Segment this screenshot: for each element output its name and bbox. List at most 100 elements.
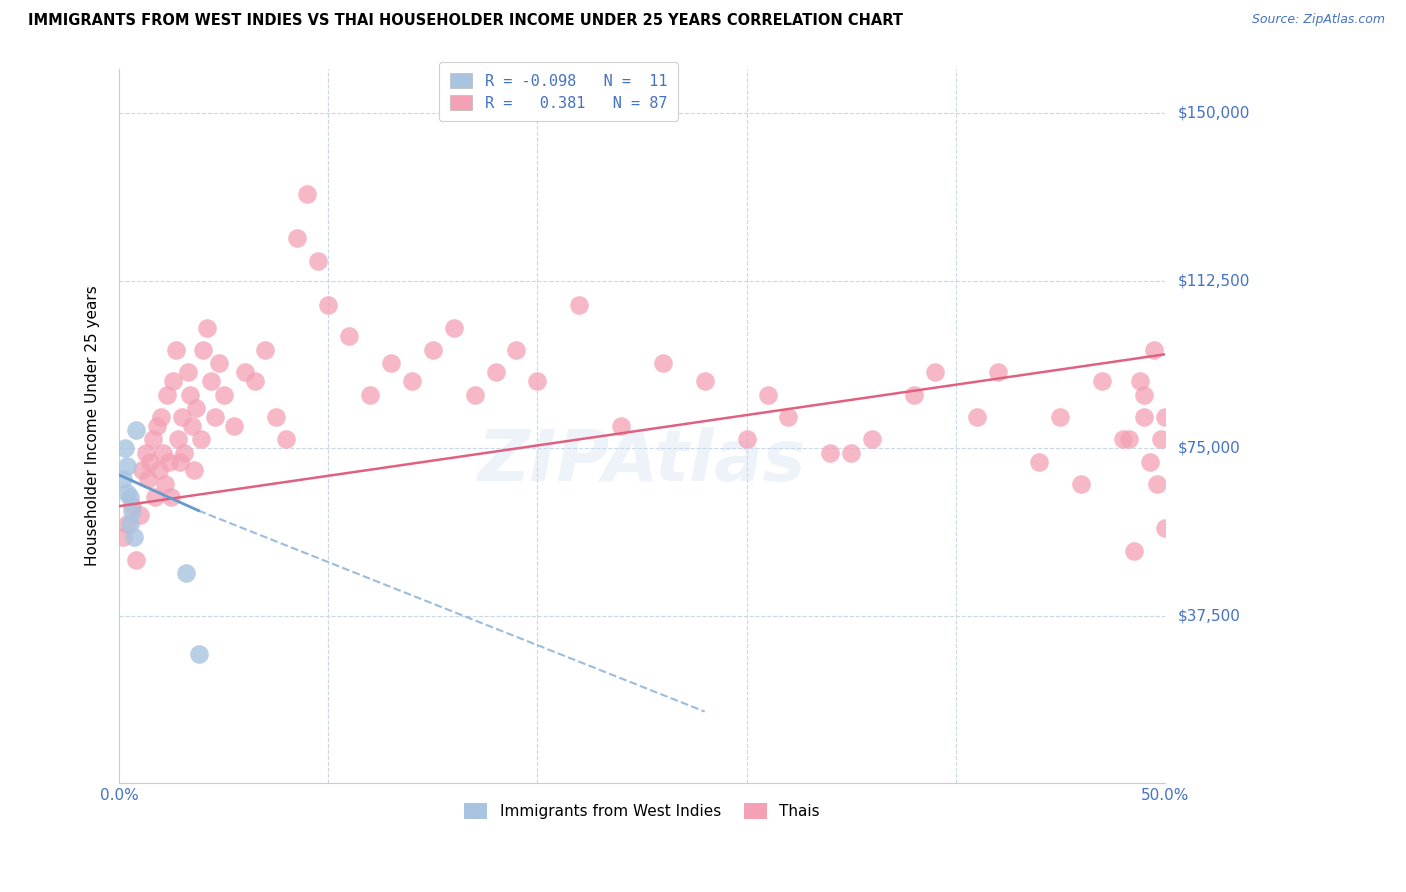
Point bbox=[139, 454, 162, 468]
Point bbox=[1091, 374, 1114, 388]
Point bbox=[173, 445, 195, 459]
Point bbox=[129, 508, 152, 522]
Point bbox=[183, 463, 205, 477]
Point bbox=[121, 503, 143, 517]
Point bbox=[1049, 409, 1071, 424]
Point bbox=[778, 409, 800, 424]
Point bbox=[443, 320, 465, 334]
Point bbox=[156, 387, 179, 401]
Point bbox=[212, 387, 235, 401]
Point bbox=[401, 374, 423, 388]
Point bbox=[297, 186, 319, 201]
Point bbox=[141, 432, 163, 446]
Point bbox=[243, 374, 266, 388]
Point bbox=[200, 374, 222, 388]
Point bbox=[118, 516, 141, 531]
Point bbox=[162, 374, 184, 388]
Point bbox=[610, 418, 633, 433]
Point bbox=[526, 374, 548, 388]
Point bbox=[222, 418, 245, 433]
Point bbox=[359, 387, 381, 401]
Point bbox=[121, 499, 143, 513]
Point bbox=[693, 374, 716, 388]
Point bbox=[651, 356, 673, 370]
Point bbox=[177, 365, 200, 379]
Point bbox=[860, 432, 883, 446]
Point bbox=[191, 343, 214, 357]
Point bbox=[114, 441, 136, 455]
Text: $37,500: $37,500 bbox=[1177, 608, 1240, 624]
Point bbox=[125, 423, 148, 437]
Legend: Immigrants from West Indies, Thais: Immigrants from West Indies, Thais bbox=[458, 797, 825, 825]
Point bbox=[179, 387, 201, 401]
Point bbox=[1122, 544, 1144, 558]
Point bbox=[169, 454, 191, 468]
Point bbox=[165, 343, 187, 357]
Point bbox=[735, 432, 758, 446]
Point bbox=[966, 409, 988, 424]
Point bbox=[756, 387, 779, 401]
Point bbox=[820, 445, 842, 459]
Point bbox=[464, 387, 486, 401]
Point bbox=[174, 566, 197, 581]
Text: ZIPAtlas: ZIPAtlas bbox=[478, 427, 806, 496]
Point bbox=[285, 231, 308, 245]
Point bbox=[160, 490, 183, 504]
Point bbox=[254, 343, 277, 357]
Point bbox=[122, 530, 145, 544]
Point bbox=[924, 365, 946, 379]
Point bbox=[170, 409, 193, 424]
Point bbox=[568, 298, 591, 312]
Point bbox=[145, 418, 167, 433]
Point bbox=[1150, 432, 1173, 446]
Point bbox=[143, 490, 166, 504]
Point bbox=[117, 516, 139, 531]
Point bbox=[117, 458, 139, 473]
Point bbox=[125, 553, 148, 567]
Point bbox=[422, 343, 444, 357]
Text: IMMIGRANTS FROM WEST INDIES VS THAI HOUSEHOLDER INCOME UNDER 25 YEARS CORRELATIO: IMMIGRANTS FROM WEST INDIES VS THAI HOUS… bbox=[28, 13, 903, 29]
Point bbox=[505, 343, 527, 357]
Point bbox=[380, 356, 402, 370]
Point bbox=[839, 445, 862, 459]
Point bbox=[307, 253, 329, 268]
Point bbox=[149, 409, 172, 424]
Point bbox=[1112, 432, 1135, 446]
Y-axis label: Householder Income Under 25 years: Householder Income Under 25 years bbox=[86, 285, 100, 566]
Point bbox=[138, 472, 160, 486]
Point bbox=[135, 445, 157, 459]
Point bbox=[118, 490, 141, 504]
Point bbox=[264, 409, 287, 424]
Point bbox=[157, 454, 180, 468]
Point bbox=[166, 432, 188, 446]
Text: $150,000: $150,000 bbox=[1177, 105, 1250, 120]
Point bbox=[1070, 476, 1092, 491]
Point bbox=[186, 401, 208, 415]
Point bbox=[117, 485, 139, 500]
Point bbox=[276, 432, 298, 446]
Point bbox=[187, 647, 209, 661]
Point bbox=[204, 409, 226, 424]
Point bbox=[208, 356, 231, 370]
Point bbox=[190, 432, 212, 446]
Point bbox=[112, 530, 135, 544]
Point bbox=[903, 387, 925, 401]
Point bbox=[987, 365, 1010, 379]
Point bbox=[1143, 343, 1166, 357]
Point bbox=[195, 320, 218, 334]
Point bbox=[484, 365, 506, 379]
Point bbox=[1154, 409, 1177, 424]
Text: $112,500: $112,500 bbox=[1177, 273, 1250, 288]
Point bbox=[1133, 409, 1156, 424]
Point bbox=[1028, 454, 1050, 468]
Text: $75,000: $75,000 bbox=[1177, 441, 1240, 456]
Point bbox=[1129, 374, 1152, 388]
Point bbox=[131, 463, 153, 477]
Point bbox=[1133, 387, 1156, 401]
Point bbox=[1118, 432, 1140, 446]
Point bbox=[337, 329, 360, 343]
Point bbox=[1154, 521, 1177, 535]
Text: Source: ZipAtlas.com: Source: ZipAtlas.com bbox=[1251, 13, 1385, 27]
Point bbox=[233, 365, 256, 379]
Point bbox=[112, 472, 135, 486]
